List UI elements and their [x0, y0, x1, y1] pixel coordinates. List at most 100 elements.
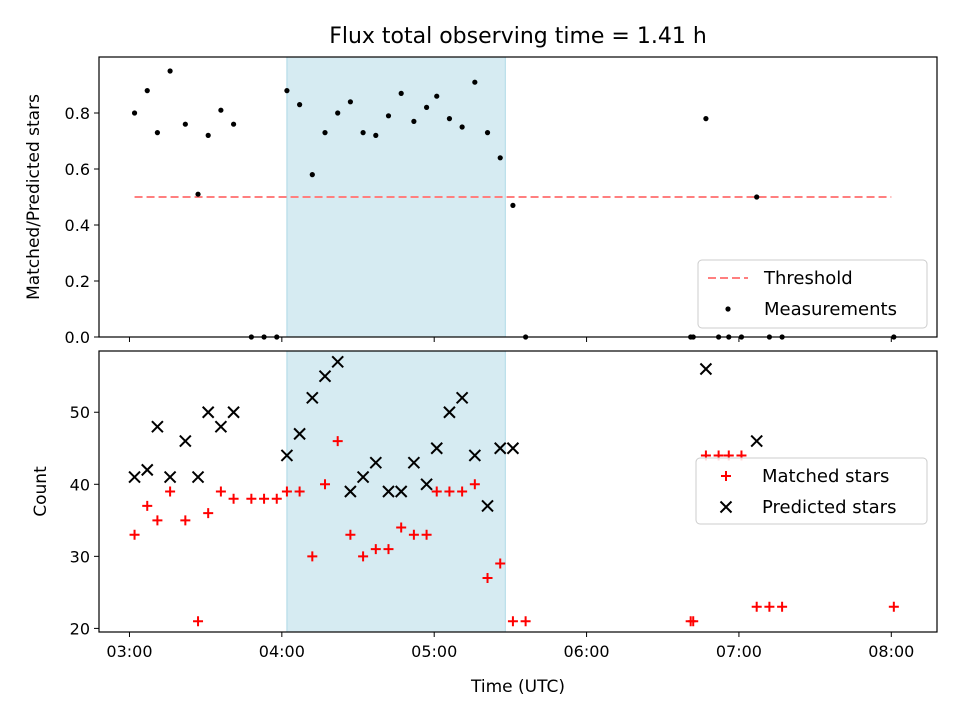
measurement-point [754, 194, 760, 200]
x-tick-label: 07:00 [716, 642, 762, 661]
predicted-star-point [280, 449, 294, 462]
predicted-star-point [331, 355, 344, 369]
measurement-point [218, 107, 224, 113]
ratio-y-tick-label: 0.8 [65, 104, 90, 123]
matched-star-point [281, 486, 292, 497]
matched-star-point [751, 601, 762, 612]
predicted-star-point [356, 470, 370, 484]
matched-star-point [345, 529, 356, 540]
count-y-tick-label: 20 [70, 619, 90, 638]
count-shaded-region [286, 350, 506, 633]
measurement-point [131, 110, 138, 116]
measurement-point [360, 130, 366, 136]
chart-title: Flux total observing time = 1.41 h [329, 24, 707, 49]
measurement-point [411, 118, 417, 124]
matched-star-point [396, 522, 407, 533]
legend-predicted-stars-label: Predicted stars [762, 497, 896, 518]
predicted-star-point [420, 478, 433, 491]
measurement-point [230, 121, 237, 127]
predicted-star-point [369, 456, 383, 469]
predicted-star-point [163, 470, 177, 484]
predicted-star-point [455, 391, 469, 405]
measurement-point [446, 116, 453, 122]
measurement-point [434, 93, 440, 99]
matched-star-point [259, 493, 270, 504]
measurement-point [309, 172, 315, 178]
measurement-point [373, 132, 379, 138]
matched-star-point [165, 486, 176, 497]
matched-star-point [152, 515, 163, 526]
matched-star-point [370, 544, 381, 555]
measurement-point [472, 79, 478, 85]
matched-star-point [307, 551, 318, 562]
measurement-point [459, 124, 465, 130]
ratio-ylabel: Matched/Predicted stars [24, 94, 44, 300]
predicted-star-point [443, 406, 456, 419]
ratio-y-tick-label: 0.0 [65, 328, 90, 347]
panel-ratio: 0.00.20.40.60.8 Matched/Predicted stars … [24, 56, 938, 347]
matched-star-point [495, 558, 506, 569]
measurement-point [167, 68, 173, 74]
ratio-y-tick-label: 0.6 [65, 160, 90, 179]
measurement-point [398, 90, 404, 96]
x-tick-label: 06:00 [564, 642, 610, 661]
matched-star-point [193, 616, 204, 627]
measurement-point [423, 104, 430, 110]
panel-count: 03:00 04:00 05:00 06:00 07:00 08:00 20 30 40 50 C… [31, 350, 938, 697]
predicted-star-point [151, 420, 164, 433]
measurement-point [385, 113, 392, 119]
predicted-star-point [344, 485, 357, 498]
x-tick-label: 03:00 [106, 642, 152, 661]
measurement-point [322, 130, 328, 136]
predicted-star-point [201, 406, 215, 419]
matched-star-point [408, 529, 419, 540]
matched-star-point [129, 529, 140, 540]
ratio-y-tick-label: 0.2 [65, 272, 90, 291]
predicted-star-point [750, 434, 763, 448]
ratio-legend: Threshold Measurements [697, 259, 928, 329]
measurement-point [195, 191, 201, 197]
x-tick-label: 08:00 [868, 642, 914, 661]
matched-star-point [358, 551, 369, 562]
matched-star-point [228, 493, 239, 504]
measurement-point [347, 99, 353, 105]
predicted-star-point [481, 499, 494, 513]
matched-star-point [507, 616, 518, 627]
predicted-star-point [227, 406, 240, 419]
measurement-point [154, 130, 161, 136]
legend-matched-stars-swatch [721, 471, 731, 481]
predicted-star-point [179, 434, 192, 448]
matched-star-point [180, 515, 191, 526]
measurement-point [335, 110, 341, 116]
predicted-star-point [306, 391, 319, 405]
x-tick-label: 04:00 [259, 642, 305, 661]
predicted-star-point [394, 485, 408, 498]
matched-star-point [294, 486, 305, 497]
measurement-point [144, 88, 150, 94]
predicted-star-point [128, 470, 141, 484]
measurement-point [703, 116, 709, 122]
measurement-point [297, 102, 303, 108]
measurement-point [484, 130, 491, 136]
matched-star-point [457, 486, 468, 497]
matched-star-point [203, 508, 214, 519]
legend-measurements-swatch [725, 306, 731, 312]
matched-star-point [688, 616, 699, 627]
count-legend: Matched stars Predicted stars [695, 457, 928, 525]
matched-star-point [520, 616, 531, 627]
predicted-star-point [506, 442, 520, 455]
matched-star-point [421, 529, 432, 540]
matched-star-point [469, 479, 480, 490]
predicted-star-point [468, 449, 482, 462]
matched-star-point [777, 601, 788, 612]
predicted-star-point [293, 427, 306, 441]
ratio-axes-frame [98, 56, 938, 338]
predicted-star-point [699, 362, 713, 376]
predicted-star-point [430, 442, 443, 455]
matched-star-point [482, 572, 493, 583]
count-y-tick-label: 50 [70, 403, 90, 422]
predicted-star-point [494, 442, 507, 455]
measurement-point [510, 202, 516, 208]
predicted-star-point [407, 456, 421, 469]
